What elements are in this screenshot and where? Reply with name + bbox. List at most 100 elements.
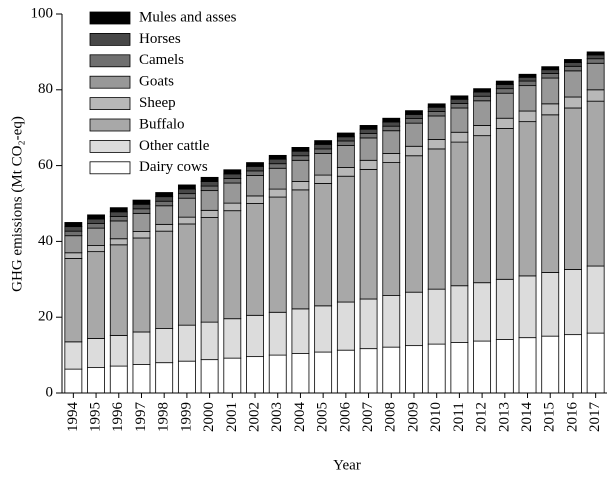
bar-segment (291, 159, 310, 182)
bar-segment (541, 335, 560, 394)
bar-segment (64, 226, 83, 232)
bar-segment (155, 328, 174, 364)
bar-segment (314, 143, 333, 150)
x-tick-label: 1996 (110, 402, 126, 433)
bar-segment (564, 269, 582, 336)
y-tick-label: 100 (31, 5, 54, 21)
bar-segment (382, 295, 401, 348)
legend-swatch (89, 97, 131, 110)
y-tick-label: 20 (38, 309, 53, 325)
x-tick-label: 1998 (156, 402, 172, 432)
bar-segment (541, 77, 560, 105)
bar-segment (450, 342, 469, 394)
bar-segment (177, 324, 196, 362)
bar-segment (314, 351, 333, 394)
bar-segment (336, 301, 355, 351)
bar-segment (87, 245, 105, 253)
bar-segment (177, 193, 196, 199)
bar-segment (64, 252, 83, 259)
bar-segment (473, 95, 492, 102)
bar-segment (246, 165, 264, 172)
bar-segment (382, 162, 401, 296)
x-tick-label: 2007 (360, 402, 376, 433)
bar-segment (586, 54, 605, 60)
bar-segment (291, 189, 310, 310)
bar-segment (291, 353, 310, 394)
bar-segment (382, 346, 401, 394)
bar-segment (223, 178, 242, 184)
bar-segment (564, 59, 582, 63)
x-tick-label: 2004 (292, 402, 308, 433)
bar-segment (64, 235, 83, 254)
bar-segment (64, 341, 83, 370)
bar-segment (109, 207, 128, 213)
bar-segment (314, 140, 333, 145)
bar-segment (246, 314, 264, 358)
bar-segment (495, 80, 514, 85)
bar-segment (155, 230, 174, 329)
bar-segment (586, 265, 605, 334)
bar-segment (132, 208, 151, 214)
bar-segment (246, 175, 264, 197)
x-tick-label: 2008 (383, 402, 399, 432)
bar-segment (518, 121, 537, 277)
bar-segment (246, 170, 264, 176)
bar-segment (87, 367, 105, 394)
bar-segment (405, 122, 423, 147)
bar-segment (450, 131, 469, 143)
bar-segment (359, 128, 378, 134)
bar-segment (495, 339, 514, 394)
bar-segment (177, 197, 196, 218)
bar-segment (109, 334, 128, 367)
bar-segment (586, 89, 605, 102)
x-tick-label: 2014 (519, 402, 535, 433)
bar-segment (132, 364, 151, 394)
bar-segment (359, 168, 378, 300)
bar-segment (359, 132, 378, 139)
bar-segment (405, 345, 423, 394)
bar-segment (541, 114, 560, 273)
x-tick-label: 2005 (315, 402, 331, 432)
x-tick-label: 2015 (542, 402, 558, 432)
bar-segment (518, 76, 537, 82)
bar-segment (177, 184, 196, 190)
bar-segment (586, 100, 605, 267)
bar-segment (109, 215, 128, 222)
bar-segment (359, 348, 378, 394)
bar-segment (109, 211, 128, 217)
bar-segment (450, 95, 469, 100)
bar-segment (246, 195, 264, 204)
bar-segment (87, 251, 105, 339)
legend-swatch (89, 54, 131, 68)
bar-segment (359, 137, 378, 161)
bar-segment (109, 220, 128, 240)
bar-segment (405, 118, 423, 124)
bar-segment (405, 110, 423, 115)
legend-label: Camels (139, 52, 184, 68)
bar-segment (132, 331, 151, 365)
bar-segment (268, 188, 287, 198)
bar-segment (427, 115, 446, 140)
bar-segment (291, 150, 310, 157)
bar-segment (586, 58, 605, 64)
x-tick-label: 2013 (496, 402, 512, 432)
bar-segment (427, 148, 446, 290)
bar-segment (314, 183, 333, 307)
bar-segment (200, 176, 219, 182)
bar-segment (200, 209, 219, 218)
bar-segment (473, 282, 492, 342)
bar-segment (382, 117, 401, 123)
bar-segment (291, 147, 310, 152)
bar-segment (223, 169, 242, 175)
bar-segment (495, 278, 514, 340)
bar-segment (518, 73, 537, 78)
bar-segment (132, 199, 151, 205)
x-tick-label: 2009 (405, 402, 421, 432)
bar-segment (495, 84, 514, 90)
bar-segment (473, 88, 492, 93)
bar-segment (246, 162, 264, 167)
bar-segment (541, 272, 560, 337)
bar-segment (87, 227, 105, 246)
bar-segment (155, 223, 174, 232)
